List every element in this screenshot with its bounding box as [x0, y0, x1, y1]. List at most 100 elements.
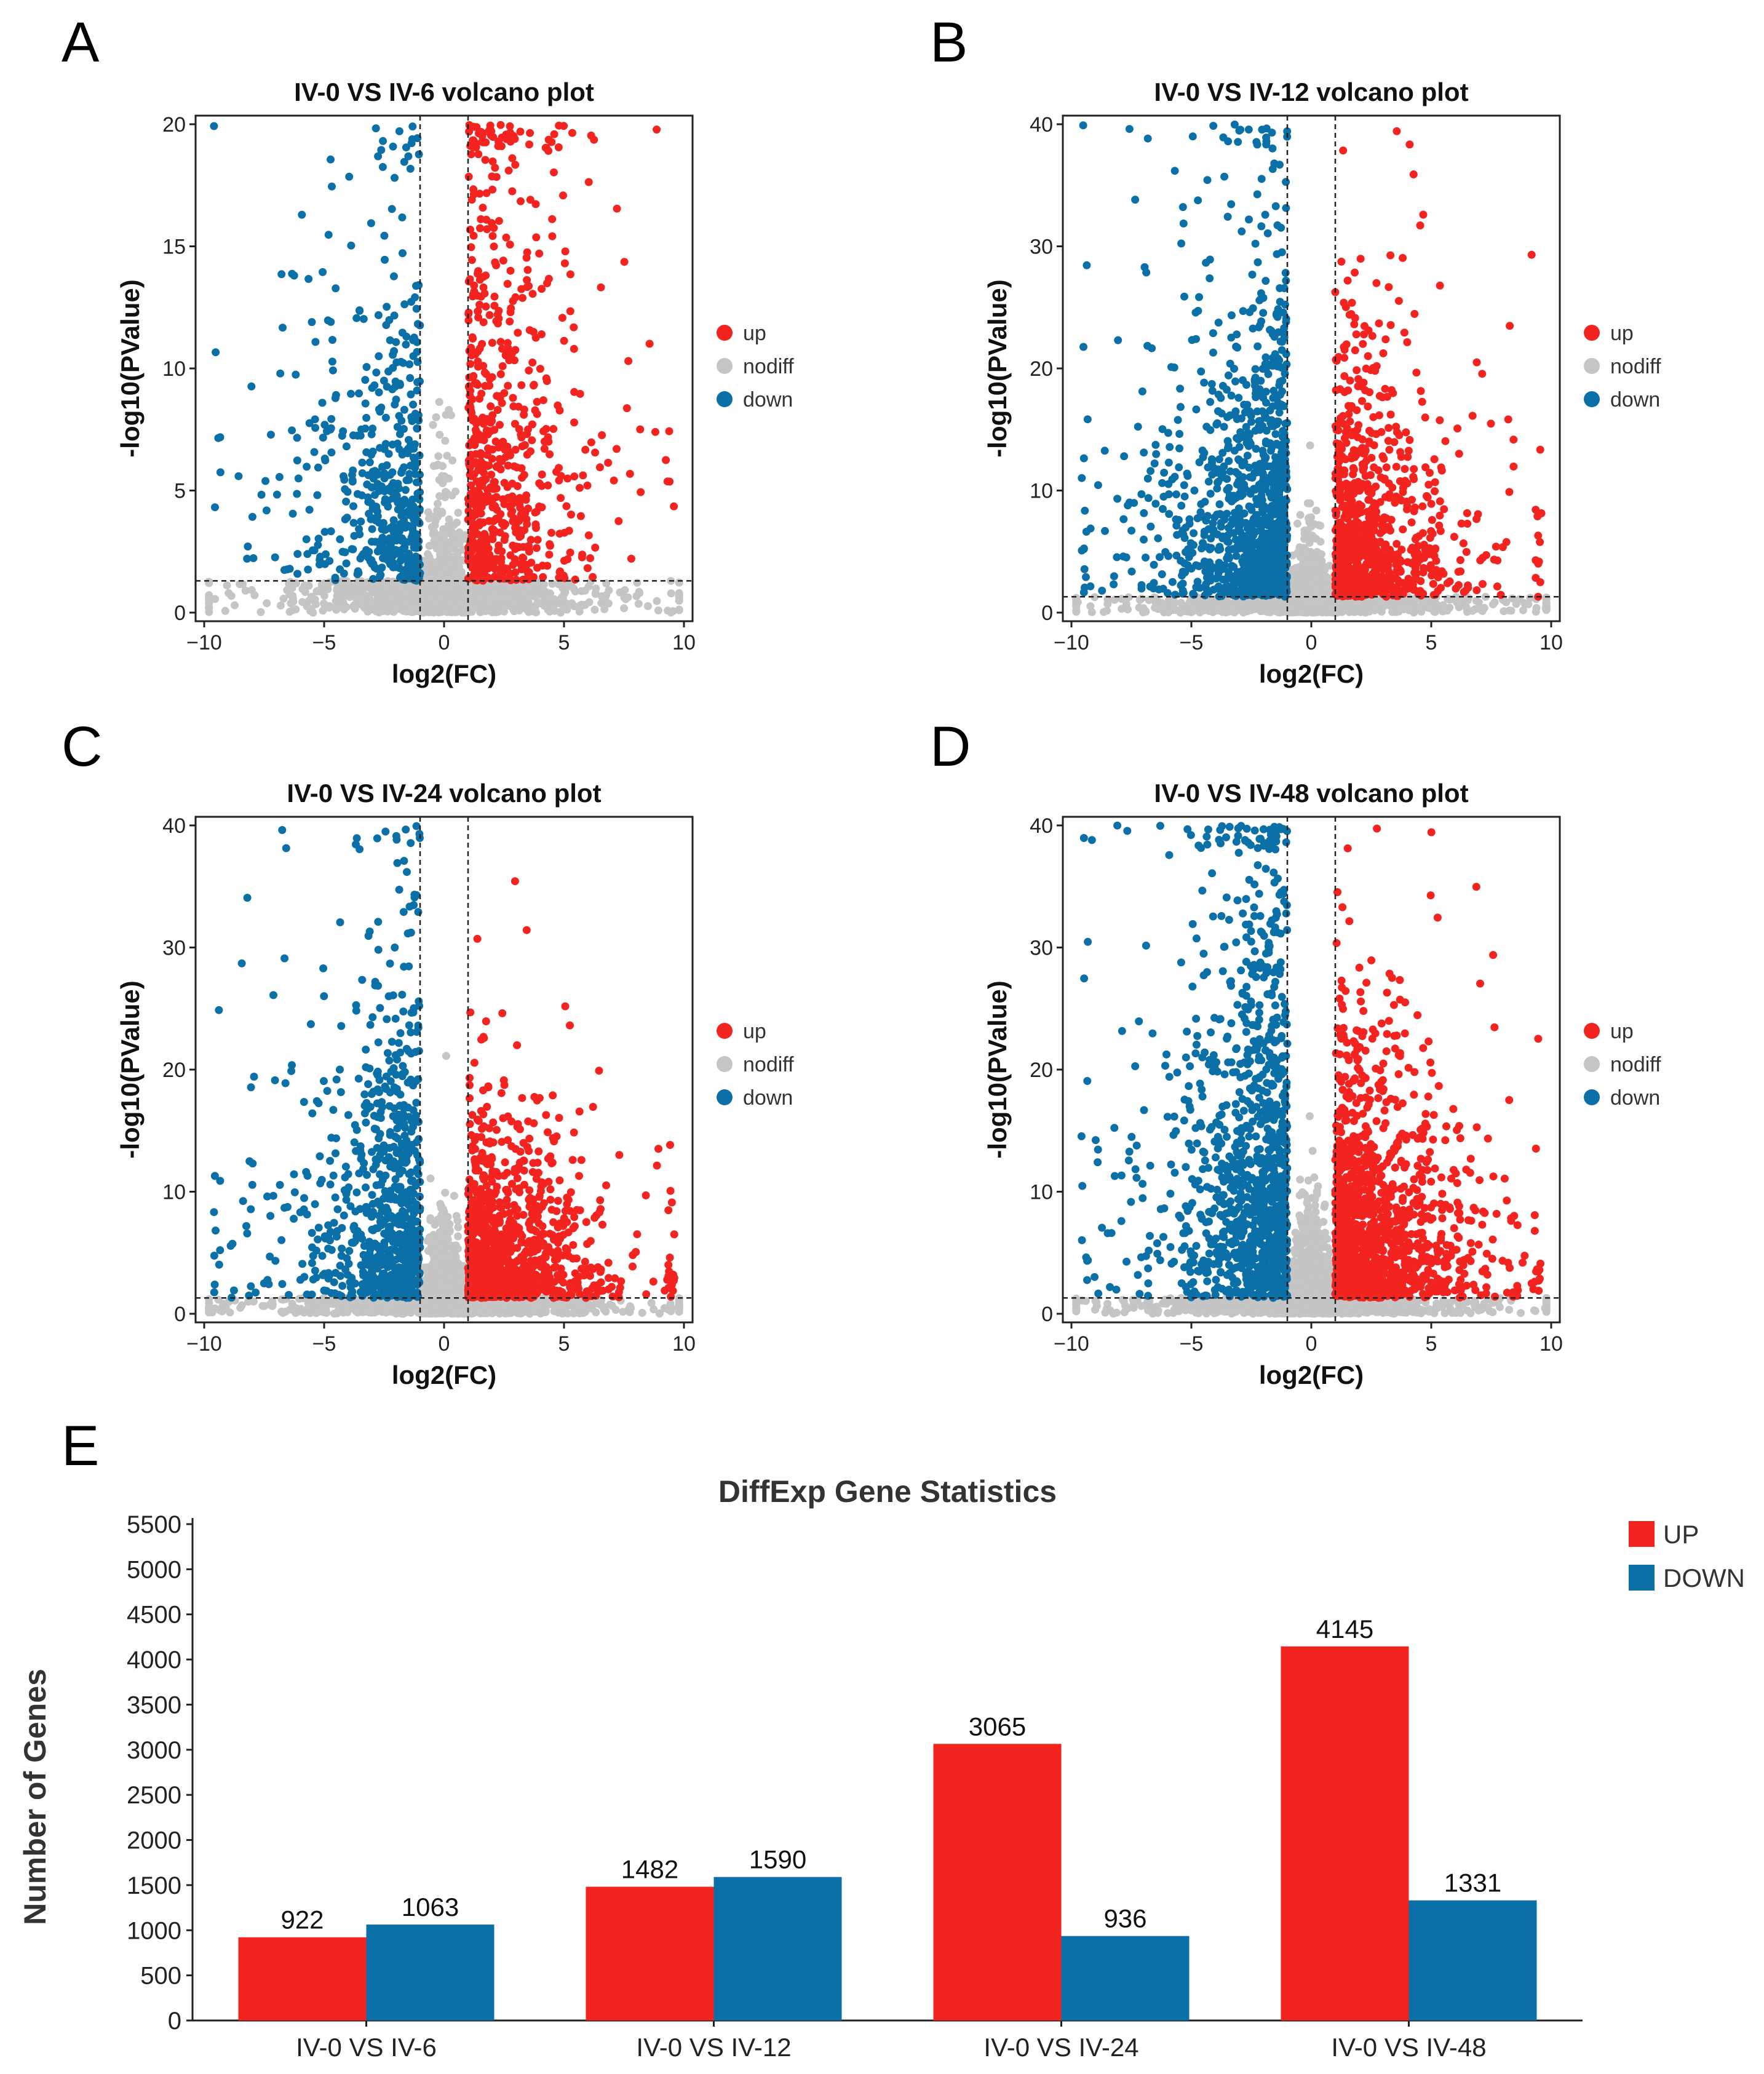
- legend-label-down: down: [743, 388, 793, 411]
- point-up: [614, 517, 623, 525]
- point-down: [399, 249, 407, 258]
- point-down: [308, 318, 316, 327]
- point-down: [288, 509, 297, 518]
- point-up: [488, 503, 497, 512]
- point-down: [410, 563, 418, 572]
- point-up: [595, 463, 604, 472]
- point-up: [584, 178, 593, 186]
- point-nodiff: [520, 590, 528, 598]
- point-down: [340, 570, 348, 578]
- point-up: [571, 575, 579, 584]
- x-tick-label: 5: [558, 631, 570, 654]
- point-down: [367, 430, 376, 439]
- point-up: [501, 566, 510, 574]
- point-nodiff: [1300, 581, 1308, 589]
- point-down: [275, 473, 284, 481]
- point-up: [482, 189, 491, 197]
- point-up: [509, 402, 518, 411]
- point-nodiff: [434, 452, 443, 461]
- point-nodiff: [632, 592, 641, 600]
- point-up: [503, 280, 512, 288]
- point-down: [362, 448, 371, 456]
- point-up: [539, 573, 547, 581]
- point-nodiff: [458, 598, 466, 607]
- point-up: [495, 217, 503, 225]
- point-up: [555, 530, 564, 538]
- point-up: [589, 573, 597, 581]
- point-nodiff: [1306, 441, 1314, 450]
- point-nodiff: [675, 597, 683, 605]
- point-down: [326, 425, 335, 434]
- point-up: [528, 358, 537, 367]
- point-nodiff: [442, 606, 451, 615]
- point-down: [1137, 490, 1146, 498]
- point-down: [373, 547, 382, 555]
- point-down: [362, 363, 371, 371]
- point-down: [303, 463, 311, 471]
- point-down: [342, 498, 351, 506]
- point-down: [1226, 359, 1234, 368]
- point-nodiff: [1317, 607, 1326, 616]
- point-down: [406, 164, 415, 173]
- point-up: [511, 445, 520, 454]
- point-down: [384, 450, 393, 458]
- point-up: [563, 555, 572, 563]
- point-down: [411, 464, 419, 472]
- point-down: [305, 506, 314, 514]
- point-down: [1160, 469, 1169, 477]
- point-down: [321, 456, 330, 464]
- point-nodiff: [427, 594, 435, 602]
- point-up: [533, 397, 541, 406]
- point-up: [481, 156, 490, 164]
- point-up: [546, 540, 554, 549]
- point-nodiff: [1170, 598, 1179, 607]
- y-tick-label: 5: [174, 480, 186, 503]
- point-down: [271, 553, 279, 562]
- point-nodiff: [283, 586, 292, 594]
- point-nodiff: [1300, 566, 1309, 575]
- point-down: [381, 552, 389, 561]
- point-down: [403, 522, 411, 531]
- point-nodiff: [1072, 597, 1081, 605]
- point-up: [533, 410, 541, 418]
- point-down: [409, 400, 418, 409]
- point-down: [1146, 467, 1155, 475]
- point-down: [343, 488, 352, 496]
- point-up: [525, 326, 534, 335]
- point-up: [471, 508, 480, 517]
- point-down: [377, 564, 386, 572]
- point-nodiff: [591, 590, 600, 598]
- point-nodiff: [375, 585, 383, 594]
- point-down: [304, 275, 313, 283]
- point-down: [338, 547, 347, 556]
- point-up: [498, 399, 506, 407]
- point-down: [1176, 403, 1185, 411]
- point-nodiff: [439, 525, 448, 533]
- point-down: [402, 143, 410, 152]
- point-up: [555, 568, 564, 576]
- point-up: [536, 365, 544, 373]
- point-up: [512, 576, 520, 584]
- point-up: [637, 488, 645, 496]
- point-down: [328, 357, 336, 366]
- point-nodiff: [1153, 598, 1161, 607]
- point-up: [540, 445, 549, 453]
- point-nodiff: [1072, 607, 1081, 616]
- point-nodiff: [643, 602, 652, 610]
- point-nodiff: [1505, 606, 1514, 615]
- point-up: [624, 357, 633, 365]
- point-up: [533, 536, 542, 544]
- point-nodiff: [364, 602, 373, 610]
- point-up: [591, 448, 599, 457]
- point-nodiff: [434, 460, 442, 469]
- point-nodiff: [539, 581, 548, 589]
- point-up: [663, 477, 672, 486]
- point-down: [356, 530, 364, 539]
- point-down: [1192, 405, 1201, 414]
- point-up: [590, 135, 598, 144]
- point-down: [1225, 457, 1233, 465]
- point-nodiff: [1175, 607, 1184, 616]
- point-up: [545, 550, 554, 559]
- point-down: [328, 336, 336, 344]
